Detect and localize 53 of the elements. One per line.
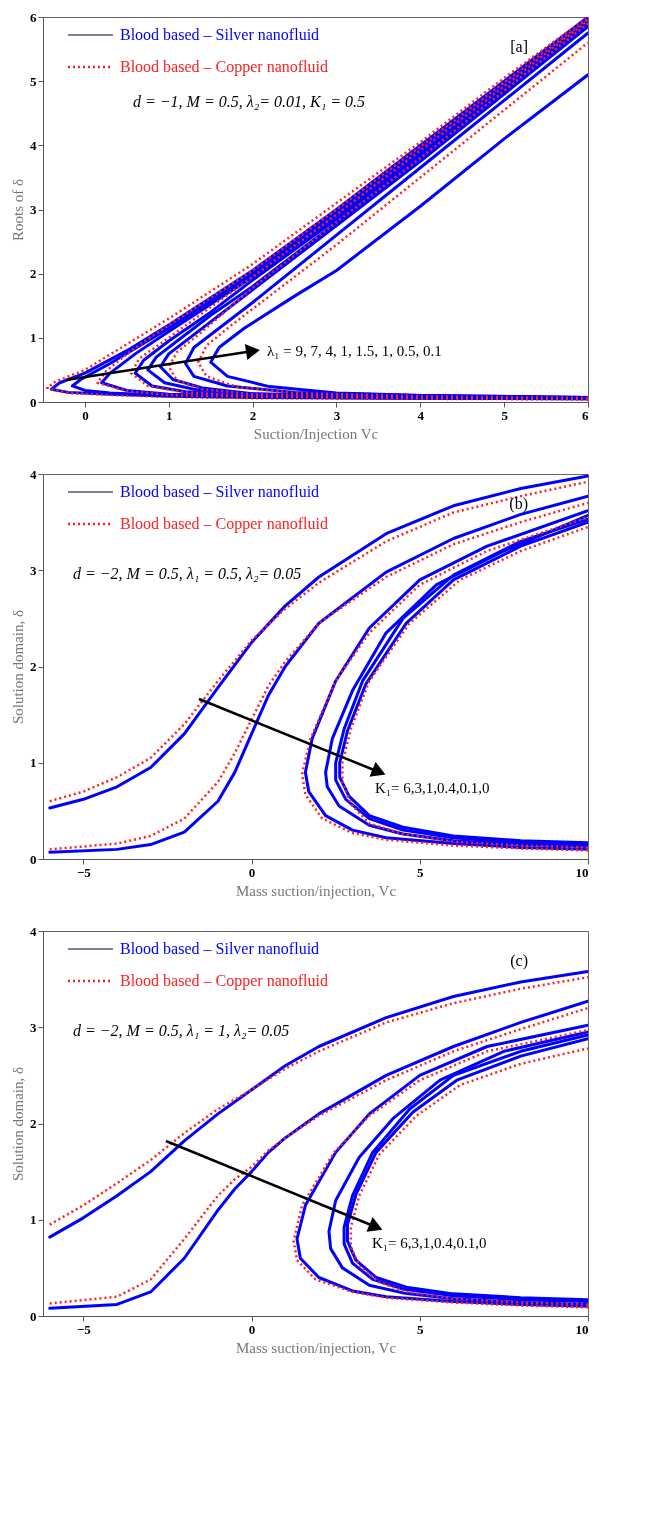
y-tick-label: 2 xyxy=(30,266,37,282)
y-axis-title: Roots of δ xyxy=(10,178,26,242)
x-tick-label: 5 xyxy=(417,864,425,880)
annotation: K₁= 6,3,1,0.4,0.1,0 xyxy=(372,1235,487,1251)
annotation: λ₁ = 9, 7, 4, 1, 1.5, 1, 0.5, 0.1 xyxy=(267,343,442,359)
y-tick-label: 1 xyxy=(30,330,37,346)
x-tick-label: 0 xyxy=(248,864,256,880)
y-axis-title: Solution domain, δ xyxy=(10,1066,26,1182)
legend-label: Blood based – Copper nanofluid xyxy=(120,515,328,533)
y-tick-label: 1 xyxy=(30,755,37,771)
legend-label: Blood based – Copper nanofluid xyxy=(120,972,328,990)
x-tick-label: 0 xyxy=(82,407,89,423)
annotation: d = −2, M = 0.5, λ₁ = 0.5, λ₂= 0.05 xyxy=(73,565,302,582)
text: Blood based – Silver nanofluid xyxy=(120,940,320,957)
x-tick-label: −5 xyxy=(76,864,92,880)
x-tick-label: 5 xyxy=(501,407,509,423)
y-tick-label: 0 xyxy=(30,394,37,410)
y-axis-title: Solution domain, δ xyxy=(10,609,26,725)
x-tick-label: 4 xyxy=(417,407,425,423)
y-tick-label: 6 xyxy=(30,9,37,25)
y-tick-label: 4 xyxy=(30,466,37,482)
x-tick-label: −5 xyxy=(76,1321,92,1337)
text: Blood based – Silver nanofluid xyxy=(120,26,320,43)
annotation: [a] xyxy=(510,38,528,55)
y-tick-label: 4 xyxy=(30,137,37,153)
x-tick-label: 10 xyxy=(575,1321,589,1337)
annotation: (c) xyxy=(510,952,528,970)
x-tick-label: 0 xyxy=(248,1321,256,1337)
x-axis-title: Mass suction/injection, Vc xyxy=(235,882,397,899)
legend-label: Blood based – Copper nanofluid xyxy=(120,58,328,76)
x-tick-label: 6 xyxy=(582,407,589,423)
y-tick-label: 3 xyxy=(30,1019,37,1035)
x-tick-label: 10 xyxy=(575,864,589,880)
x-axis-title: Suction/Injection Vc xyxy=(253,425,379,442)
annotation: (b) xyxy=(509,495,528,513)
annotation: d = −2, M = 0.5, λ₁ = 1, λ₂= 0.05 xyxy=(73,1022,290,1039)
y-tick-label: 2 xyxy=(30,659,37,674)
x-tick-label: 1 xyxy=(166,407,173,423)
x-axis-title: Mass suction/injection, Vc xyxy=(235,1339,397,1356)
y-tick-label: 4 xyxy=(30,923,37,939)
text: Blood based – Silver nanofluid xyxy=(120,483,320,500)
y-tick-label: 1 xyxy=(30,1212,37,1228)
x-tick-label: 3 xyxy=(333,407,341,423)
y-tick-label: 2 xyxy=(30,1116,37,1131)
annotation: K₁= 6,3,1,0.4,0.1,0 xyxy=(375,780,490,796)
y-tick-label: 0 xyxy=(30,851,37,867)
y-tick-label: 5 xyxy=(30,73,37,89)
x-tick-label: 2 xyxy=(249,407,257,423)
y-tick-label: 3 xyxy=(30,562,37,578)
x-tick-label: 5 xyxy=(417,1321,425,1337)
annotation: d = −1, M = 0.5, λ₂= 0.01, K₁ = 0.5 xyxy=(133,93,366,110)
y-tick-label: 3 xyxy=(30,202,37,217)
y-tick-label: 0 xyxy=(30,1308,37,1324)
